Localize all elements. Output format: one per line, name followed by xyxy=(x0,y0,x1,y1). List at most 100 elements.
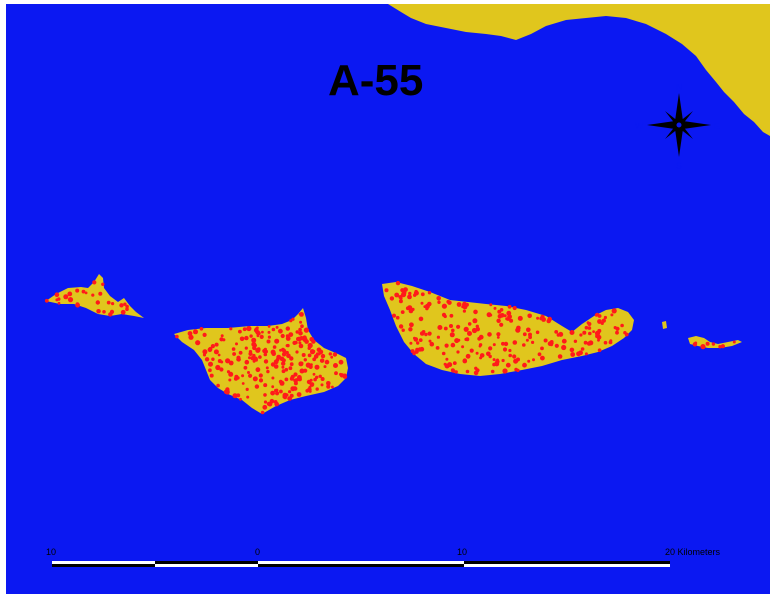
occurrence-point xyxy=(304,339,309,344)
occurrence-point xyxy=(512,354,517,359)
occurrence-point xyxy=(75,302,80,306)
occurrence-point xyxy=(252,353,256,358)
occurrence-point xyxy=(108,312,113,317)
occurrence-point xyxy=(214,342,219,347)
occurrence-point xyxy=(291,317,295,321)
occurrence-point xyxy=(444,343,449,348)
occurrence-point xyxy=(522,343,526,347)
occurrence-point xyxy=(204,357,210,362)
compass-north-label: N xyxy=(676,82,683,92)
occurrence-point xyxy=(508,348,512,353)
island-west-central xyxy=(174,308,348,414)
occurrence-point xyxy=(467,322,472,326)
occurrence-point xyxy=(557,354,563,359)
occurrence-point xyxy=(309,382,315,387)
occurrence-point xyxy=(263,383,268,388)
occurrence-point xyxy=(540,346,544,351)
occurrence-point xyxy=(228,378,232,382)
occurrence-point xyxy=(238,329,242,334)
occurrence-point xyxy=(454,370,458,374)
occurrence-point xyxy=(611,308,617,314)
occurrence-point xyxy=(462,358,468,364)
occurrence-point xyxy=(125,307,129,312)
map-frame: A-55 N S E W 10 0 xyxy=(6,4,770,594)
occurrence-point xyxy=(298,341,302,345)
occurrence-point xyxy=(409,341,413,345)
occurrence-point xyxy=(499,322,504,327)
occurrence-point xyxy=(437,325,443,330)
occurrence-point xyxy=(454,338,460,344)
occurrence-point xyxy=(236,376,240,380)
occurrence-point xyxy=(314,364,320,370)
occurrence-point xyxy=(540,355,545,361)
occurrence-point xyxy=(527,359,531,363)
occurrence-point xyxy=(289,362,294,367)
occurrence-point xyxy=(339,372,342,376)
occurrence-point xyxy=(528,332,532,337)
occurrence-point xyxy=(106,300,111,305)
scale-segment-4 xyxy=(464,561,670,564)
occurrence-point xyxy=(464,302,469,307)
occurrence-point xyxy=(208,361,213,367)
occurrence-point xyxy=(320,383,324,387)
occurrence-point xyxy=(297,375,302,380)
occurrence-point xyxy=(232,352,237,356)
occurrence-point xyxy=(267,325,271,328)
occurrence-point xyxy=(615,330,619,335)
occurrence-point xyxy=(522,332,527,337)
occurrence-point xyxy=(274,401,280,407)
occurrence-point xyxy=(125,304,129,309)
occurrence-point xyxy=(488,346,493,351)
occurrence-point xyxy=(260,410,265,415)
occurrence-point xyxy=(266,369,270,374)
observation-points xyxy=(44,280,736,415)
occurrence-point xyxy=(400,292,407,298)
occurrence-point xyxy=(597,348,602,353)
occurrence-point xyxy=(554,330,559,334)
map-title: A-55 xyxy=(328,56,423,105)
occurrence-point xyxy=(280,333,285,339)
occurrence-point xyxy=(293,372,298,377)
occurrence-point xyxy=(427,331,432,336)
occurrence-point xyxy=(320,377,325,381)
occurrence-point xyxy=(452,361,457,365)
occurrence-point xyxy=(248,351,253,356)
occurrence-point xyxy=(222,338,226,342)
occurrence-point xyxy=(541,317,546,322)
occurrence-point xyxy=(472,318,478,324)
occurrence-point xyxy=(175,334,179,339)
occurrence-point xyxy=(543,338,548,343)
occurrence-point xyxy=(102,310,106,314)
island-west xyxy=(46,274,144,318)
occurrence-point xyxy=(334,371,338,376)
occurrence-point xyxy=(289,356,294,361)
occurrence-point xyxy=(271,327,276,332)
occurrence-point xyxy=(274,338,280,344)
occurrence-point xyxy=(210,344,215,349)
occurrence-point xyxy=(587,326,592,330)
occurrence-point xyxy=(252,359,256,363)
occurrence-point xyxy=(435,346,440,350)
scale-label-0: 10 xyxy=(46,547,56,557)
occurrence-point xyxy=(202,332,207,337)
occurrence-point xyxy=(408,327,413,332)
occurrence-point xyxy=(288,390,292,394)
occurrence-point xyxy=(255,358,258,362)
occurrence-point xyxy=(326,384,331,389)
occurrence-point xyxy=(285,350,289,355)
occurrence-point xyxy=(328,352,332,356)
occurrence-point xyxy=(248,373,253,378)
occurrence-point xyxy=(251,337,257,343)
occurrence-point xyxy=(418,338,423,342)
occurrence-point xyxy=(532,358,535,362)
occurrence-point xyxy=(281,369,286,374)
occurrence-point xyxy=(711,342,716,346)
occurrence-point xyxy=(195,340,201,346)
occurrence-point xyxy=(275,388,279,392)
occurrence-point xyxy=(412,351,416,356)
occurrence-point xyxy=(441,351,446,356)
occurrence-point xyxy=(569,347,575,353)
occurrence-point xyxy=(263,400,268,404)
occurrence-point xyxy=(288,332,294,337)
occurrence-point xyxy=(57,297,61,301)
